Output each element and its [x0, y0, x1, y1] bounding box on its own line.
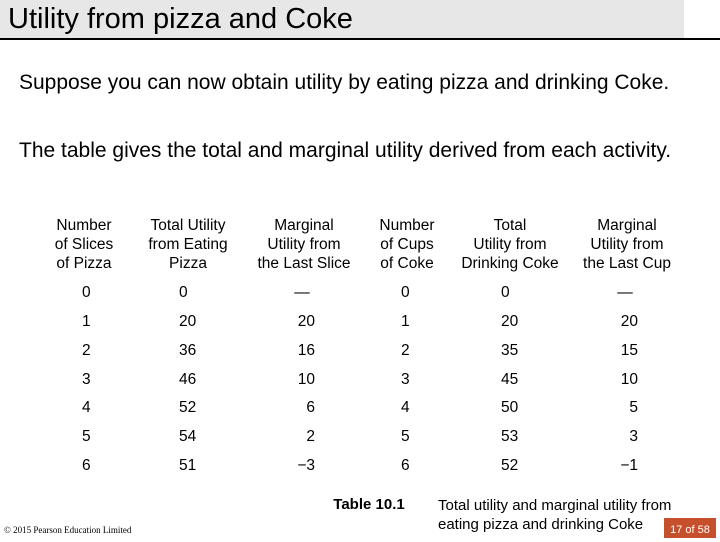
column-header-line: Number	[379, 217, 435, 234]
column-header-line: Utility from	[590, 236, 664, 253]
intro-paragraph: Suppose you can now obtain utility by ea…	[19, 71, 670, 94]
column-header-line: Total Utility	[150, 217, 226, 234]
table-cell: 20	[179, 313, 197, 330]
slide-title: Utility from pizza and Coke	[8, 3, 353, 35]
table-cell: 2	[401, 342, 410, 359]
table-cell: 3	[82, 371, 91, 388]
column-header-line: Number	[56, 217, 112, 234]
table-cell: 0	[501, 284, 510, 301]
table-caption-label: Table 10.1	[333, 496, 405, 513]
table-cell: 51	[179, 457, 197, 474]
column-header: Marginal Utility from the Last Slice	[239, 216, 369, 273]
table-cell: 16	[297, 342, 315, 359]
column-header: Number of Cups of Coke	[362, 216, 452, 273]
table-cell: 10	[620, 371, 638, 388]
table-cell: 20	[501, 313, 519, 330]
column-header-line: Utility from	[473, 236, 547, 253]
table-cell: 35	[501, 342, 519, 359]
column-header-line: of Coke	[380, 255, 434, 272]
table-cell: 1	[401, 313, 410, 330]
table-cell: 3	[401, 371, 410, 388]
table-cell: 6	[401, 457, 410, 474]
table-cell: 4	[82, 399, 91, 416]
column-header-line: Drinking Coke	[461, 255, 559, 272]
table-cell: 4	[401, 399, 410, 416]
column-header-line: of Slices	[54, 236, 114, 253]
table-cell: 2	[82, 342, 91, 359]
page-number-badge: 17 of 58	[664, 518, 716, 538]
column-header-line: Marginal	[274, 217, 334, 234]
column-header-line: the Last Cup	[583, 255, 671, 272]
column-header: Marginal Utility from the Last Cup	[562, 216, 692, 273]
title-bar: Utility from pizza and Coke	[0, 0, 720, 40]
table-cell: —	[294, 284, 310, 301]
table-cell: 46	[179, 371, 197, 388]
table-cell: 2	[306, 428, 315, 445]
copyright-notice: © 2015 Pearson Education Limited	[4, 525, 132, 535]
table-cell: 0	[179, 284, 188, 301]
table-cell: 54	[179, 428, 197, 445]
table-cell: −3	[297, 457, 315, 474]
table-cell: 45	[501, 371, 519, 388]
table-description-paragraph: The table gives the total and marginal u…	[19, 139, 672, 162]
table-cell: 6	[306, 399, 315, 416]
table-cell: 5	[82, 428, 91, 445]
table-cell: 5	[629, 399, 638, 416]
table-cell: 10	[297, 371, 315, 388]
table-cell: 6	[82, 457, 91, 474]
table-cell: 20	[620, 313, 638, 330]
table-cell: 0	[82, 284, 91, 301]
table-cell: 5	[401, 428, 410, 445]
column-header: Number of Slices of Pizza	[29, 216, 139, 273]
table-cell: 20	[297, 313, 315, 330]
column-header-line: of Cups	[380, 236, 434, 253]
table-cell: 52	[179, 399, 197, 416]
column-header-line: from Eating	[148, 236, 228, 253]
table-cell: 0	[401, 284, 410, 301]
table-cell: 53	[501, 428, 519, 445]
table-cell: 1	[82, 313, 91, 330]
column-header-line: of Pizza	[56, 255, 112, 272]
table-cell: −1	[620, 457, 638, 474]
column-header-line: Total	[493, 217, 527, 234]
title-background	[0, 0, 684, 40]
table-cell: —	[617, 284, 633, 301]
table-cell: 36	[179, 342, 197, 359]
table-cell: 50	[501, 399, 519, 416]
column-header-line: Utility from	[267, 236, 341, 253]
table-cell: 15	[620, 342, 638, 359]
table-cell: 52	[501, 457, 519, 474]
column-header: Total Utility from Eating Pizza	[128, 216, 248, 273]
table-cell: 3	[629, 428, 638, 445]
column-header-line: Pizza	[169, 255, 207, 272]
table-caption-text: Total utility and marginal utility from …	[438, 497, 672, 533]
column-header-line: the Last Slice	[257, 255, 351, 272]
column-header-line: Marginal	[597, 217, 657, 234]
column-header: Total Utility from Drinking Coke	[450, 216, 570, 273]
title-underline	[0, 38, 720, 40]
